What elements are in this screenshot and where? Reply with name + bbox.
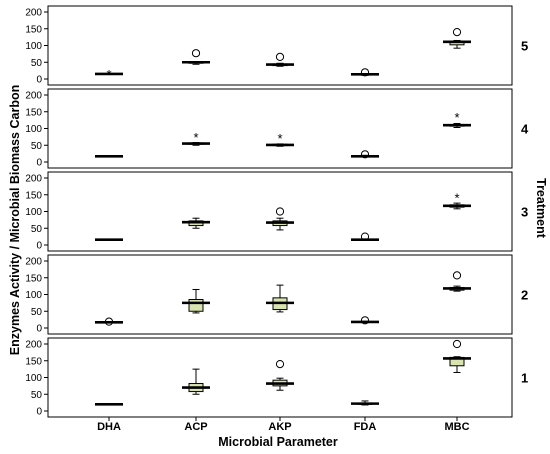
box-mbc: *: [443, 110, 471, 128]
y-tick-label: 100: [25, 41, 42, 52]
outlier-point: [275, 207, 285, 216]
outlier-point: [275, 52, 285, 61]
box-acp: [182, 288, 210, 314]
extreme-point: *: [454, 190, 459, 205]
y-tick-label: 150: [25, 190, 42, 201]
y-tick-label: 200: [25, 91, 42, 102]
box-mbc: [443, 271, 471, 292]
box-acp: [182, 49, 210, 65]
box-fda: [351, 68, 379, 77]
y-tick-label: 0: [36, 241, 42, 252]
y-tick-label: 0: [36, 158, 42, 169]
x-tick-label: MBC: [444, 421, 469, 433]
box-dha: [95, 238, 123, 241]
y-tick-label: 150: [25, 107, 42, 118]
treatment-value: 1: [521, 371, 528, 386]
treatment-value: 2: [521, 288, 528, 303]
box-fda: [351, 316, 379, 325]
y-tick-label: 0: [36, 75, 42, 86]
y-tick-label: 150: [25, 24, 42, 35]
outlier-point: [452, 271, 462, 280]
y-tick-label: 100: [25, 124, 42, 135]
outlier-point: [360, 150, 370, 159]
box-acp: [182, 217, 210, 229]
box-mbc: *: [443, 190, 471, 210]
outlier-point: [360, 232, 370, 241]
y-tick-label: 200: [25, 174, 42, 185]
y-tick-label: 150: [25, 273, 42, 284]
extreme-point: *: [106, 67, 111, 82]
y-tick-label: 200: [25, 257, 42, 268]
y-tick-label: 100: [25, 290, 42, 301]
x-tick-label: AKP: [268, 421, 291, 433]
box-mbc: [443, 27, 471, 49]
x-tick-label: FDA: [354, 421, 377, 433]
y-tick-label: 50: [31, 224, 43, 235]
y-tick-label: 200: [25, 8, 42, 19]
panel-treatment-5: 0 50 100 150 200 5 *: [25, 5, 528, 86]
box-akp: [266, 360, 294, 391]
x-tick-label: DHA: [97, 421, 121, 433]
extreme-point: *: [277, 131, 282, 146]
outlier-point: [360, 316, 370, 325]
box-dha: [95, 155, 123, 158]
panel-treatment-3: 0 50 100 150 200 3 *: [25, 171, 528, 252]
extreme-point: *: [454, 110, 459, 125]
panel-treatment-4: 0 50 100 150 200 4 * * *: [25, 88, 529, 169]
extreme-point: *: [193, 130, 198, 145]
box-akp: [266, 207, 294, 231]
x-tick-label: ACP: [184, 421, 207, 433]
box-acp: *: [182, 130, 210, 146]
x-axis-label: Microbial Parameter: [218, 435, 338, 449]
box-dha: *: [95, 67, 123, 82]
box-fda: [351, 400, 379, 406]
outlier-point: [452, 27, 462, 37]
box-fda: [351, 232, 379, 241]
y-tick-label: 50: [31, 390, 43, 401]
treatment-value: 4: [521, 122, 529, 137]
y-tick-label: 50: [31, 307, 43, 318]
y-tick-label: 100: [25, 373, 42, 384]
treatment-label: Treatment: [534, 178, 548, 239]
box-iqr: [188, 299, 204, 312]
y-tick-label: 50: [31, 58, 43, 69]
box-akp: [266, 284, 294, 313]
y-tick-label: 50: [31, 141, 43, 152]
y-axis-label: Enzymes Activity / Microbial Biomass Car…: [8, 85, 22, 355]
box-acp: [182, 368, 210, 395]
box-dha: [95, 402, 123, 406]
x-category-labels: DHA ACP AKP FDA MBC: [97, 421, 469, 433]
outlier-point: [275, 360, 285, 369]
box-mbc: [443, 339, 471, 373]
y-tick-label: 200: [25, 340, 42, 351]
panel-treatment-2: 0 50 100 150 200 2: [25, 254, 528, 335]
outlier-point: [452, 339, 462, 349]
outlier-point: [360, 68, 370, 77]
outlier-point: [191, 49, 201, 58]
box-dha: [95, 317, 123, 326]
panel-treatment-1: 0 50 100 150 200 1: [25, 337, 528, 421]
treatment-value: 3: [521, 205, 528, 220]
box-fda: [351, 150, 379, 159]
outlier-point: [104, 317, 114, 326]
box-akp: [266, 52, 294, 67]
y-tick-label: 0: [36, 324, 42, 335]
y-tick-label: 150: [25, 356, 42, 367]
treatment-value: 5: [521, 39, 528, 54]
y-tick-label: 100: [25, 207, 42, 218]
box-akp: *: [266, 131, 294, 147]
y-tick-label: 0: [36, 407, 42, 418]
